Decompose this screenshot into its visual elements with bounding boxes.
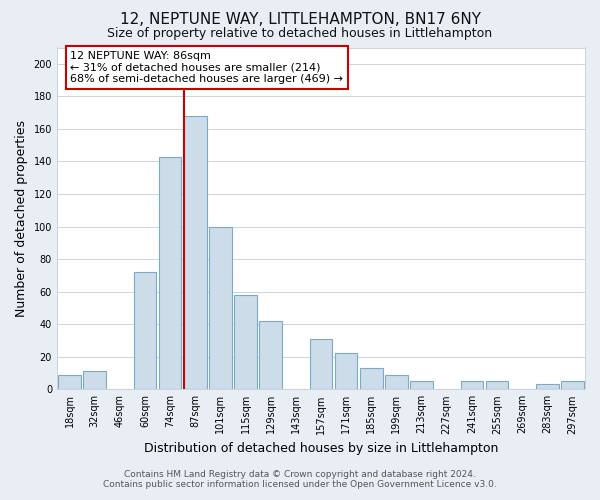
Text: 12, NEPTUNE WAY, LITTLEHAMPTON, BN17 6NY: 12, NEPTUNE WAY, LITTLEHAMPTON, BN17 6NY bbox=[119, 12, 481, 28]
Bar bbox=[159, 156, 181, 390]
Text: 12 NEPTUNE WAY: 86sqm
← 31% of detached houses are smaller (214)
68% of semi-det: 12 NEPTUNE WAY: 86sqm ← 31% of detached … bbox=[70, 51, 343, 84]
X-axis label: Distribution of detached houses by size in Littlehampton: Distribution of detached houses by size … bbox=[144, 442, 498, 455]
Bar bbox=[83, 372, 106, 390]
Bar bbox=[134, 272, 156, 390]
Bar bbox=[536, 384, 559, 390]
Text: Contains HM Land Registry data © Crown copyright and database right 2024.
Contai: Contains HM Land Registry data © Crown c… bbox=[103, 470, 497, 489]
Bar bbox=[184, 116, 206, 390]
Y-axis label: Number of detached properties: Number of detached properties bbox=[15, 120, 28, 317]
Text: Size of property relative to detached houses in Littlehampton: Size of property relative to detached ho… bbox=[107, 28, 493, 40]
Bar bbox=[410, 381, 433, 390]
Bar bbox=[310, 339, 332, 390]
Bar bbox=[234, 295, 257, 390]
Bar bbox=[485, 381, 508, 390]
Bar bbox=[461, 381, 483, 390]
Bar bbox=[209, 226, 232, 390]
Bar bbox=[360, 368, 383, 390]
Bar bbox=[335, 354, 358, 390]
Bar bbox=[58, 374, 81, 390]
Bar bbox=[259, 321, 282, 390]
Bar bbox=[385, 374, 408, 390]
Bar bbox=[561, 381, 584, 390]
